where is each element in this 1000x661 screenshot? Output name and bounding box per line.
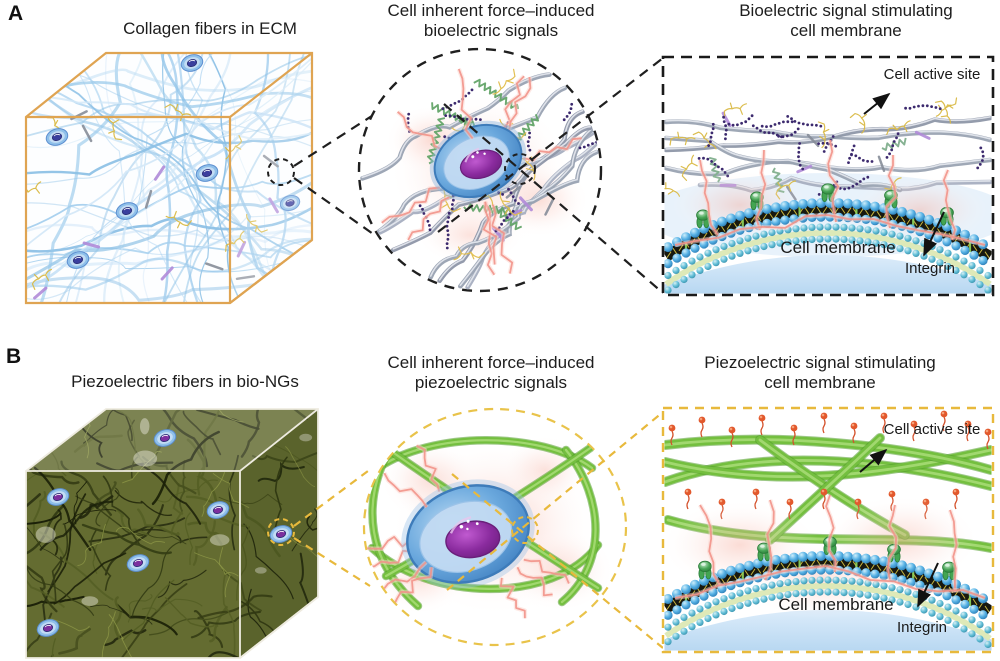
cube-b-edges	[25, 408, 319, 659]
cube-a-title: Collagen fibers in ECM	[123, 19, 297, 38]
box-a-title-line1: Bioelectric signal stimulating	[739, 1, 953, 20]
bioelectric-cell-illustration	[357, 47, 603, 293]
panel-b-label: B	[6, 345, 22, 368]
box-b-title-line2: cell membrane	[764, 373, 876, 392]
annotation-cell-active-site-b: Cell active site	[883, 421, 981, 438]
callout-cube-b-to-circle	[267, 467, 373, 587]
collagen-cube-illustration	[24, 51, 314, 305]
callout-cube-a-to-circle	[267, 111, 379, 237]
circle-a-title-line2: bioelectric signals	[423, 21, 559, 40]
annotation-integrin-b: Integrin	[896, 619, 948, 636]
annotation-cell-membrane-b: Cell membrane	[778, 595, 894, 614]
box-a-title-line2: cell membrane	[790, 21, 902, 40]
box-b-title-line1: Piezoelectric signal stimulating	[704, 353, 936, 372]
annotation-cell-membrane-a: Cell membrane	[780, 238, 896, 257]
circle-a-title: Cell inherent force–induced bioelectric …	[366, 1, 616, 41]
arrow-active-site-b	[859, 448, 888, 473]
arrow-integrin-b	[917, 562, 939, 608]
circle-b-title-line1: Cell inherent force–induced	[387, 353, 595, 372]
cell-a	[429, 120, 527, 202]
circle-b-title: Cell inherent force–induced piezoelectri…	[366, 353, 616, 393]
cube-b-title: Piezoelectric fibers in bio-NGs	[71, 372, 299, 391]
circle-b-title-line2: piezoelectric signals	[414, 373, 568, 392]
arrow-integrin-a	[923, 211, 945, 257]
bioelectric-membrane-box	[661, 55, 995, 297]
circle-a-title-line1: Cell inherent force–induced	[387, 1, 595, 20]
cube-a-edges	[24, 51, 314, 305]
cell-b	[401, 479, 535, 589]
arrow-active-site-a	[863, 92, 891, 115]
piezoelectric-membrane-box	[661, 406, 995, 654]
box-b-title: Piezoelectric signal stimulating cell me…	[670, 353, 970, 393]
panel-a-label: A	[8, 2, 24, 25]
callout-circle-a-to-box	[437, 57, 664, 294]
annotation-cell-active-site-a: Cell active site	[883, 66, 981, 83]
callout-circle-b-to-box	[446, 411, 664, 649]
annotation-integrin-a: Integrin	[904, 260, 956, 277]
piezoelectric-cell-illustration	[362, 407, 628, 647]
box-a-title: Bioelectric signal stimulating cell memb…	[696, 1, 996, 41]
piezo-cube-illustration	[25, 408, 319, 659]
